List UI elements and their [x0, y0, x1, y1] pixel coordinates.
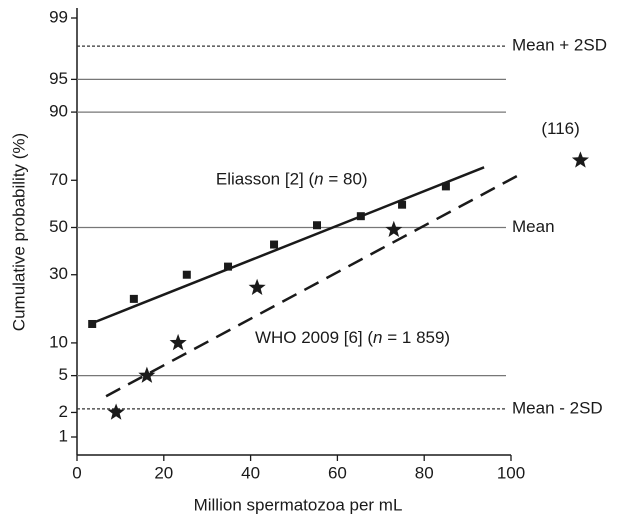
star-marker [138, 366, 156, 383]
annotation: Eliasson [2] (n = 80) [216, 170, 368, 189]
y-tick-label: 90 [49, 102, 68, 121]
annotation-part: Eliasson [2] ( [216, 170, 315, 189]
x-tick-label: 100 [497, 463, 525, 482]
y-tick-label: 70 [49, 170, 68, 189]
x-tick-label: 60 [328, 463, 347, 482]
reference-label: Mean [512, 217, 555, 236]
star-marker [248, 278, 266, 295]
x-tick-label: 0 [72, 463, 81, 482]
y-tick-label: 10 [49, 332, 68, 351]
square-marker [398, 200, 407, 209]
y-tick-label: 30 [49, 264, 68, 283]
star-marker [571, 151, 589, 168]
y-tick-label: 2 [59, 402, 68, 421]
square-marker [224, 262, 233, 271]
y-tick-label: 99 [49, 7, 68, 26]
y-tick-label: 1 [59, 426, 68, 445]
y-tick-label: 5 [59, 365, 68, 384]
reference-label: Mean - 2SD [512, 398, 603, 417]
annotation-part: WHO 2009 [6] ( [255, 328, 373, 347]
annotation: (116) [541, 120, 579, 139]
x-tick-label: 80 [415, 463, 434, 482]
annotation: WHO 2009 [6] (n = 1 859) [255, 328, 450, 347]
fit-line [89, 166, 485, 326]
star-marker [385, 220, 403, 237]
square-marker [129, 294, 138, 303]
square-marker [270, 240, 279, 249]
fit-line [105, 172, 523, 398]
x-axis-label: Million spermatozoa per mL [194, 495, 403, 514]
annotation-part: (116) [541, 120, 579, 139]
annotation-part: = 1 859) [383, 328, 451, 347]
star-marker [169, 333, 187, 351]
y-tick-label: 50 [49, 217, 68, 236]
x-tick-label: 40 [241, 463, 260, 482]
annotation-part: = 80) [324, 170, 368, 189]
annotation-part: n [314, 170, 323, 189]
annotation-part: n [373, 328, 382, 347]
square-marker [356, 212, 365, 221]
square-marker [88, 319, 97, 328]
y-axis-label: Cumulative probability (%) [9, 133, 28, 331]
square-marker [441, 182, 450, 191]
star-marker [107, 403, 125, 420]
square-marker [182, 270, 191, 279]
square-marker [313, 221, 322, 230]
y-tick-label: 95 [49, 69, 68, 88]
reference-label: Mean + 2SD [512, 36, 607, 55]
x-tick-label: 20 [154, 463, 173, 482]
